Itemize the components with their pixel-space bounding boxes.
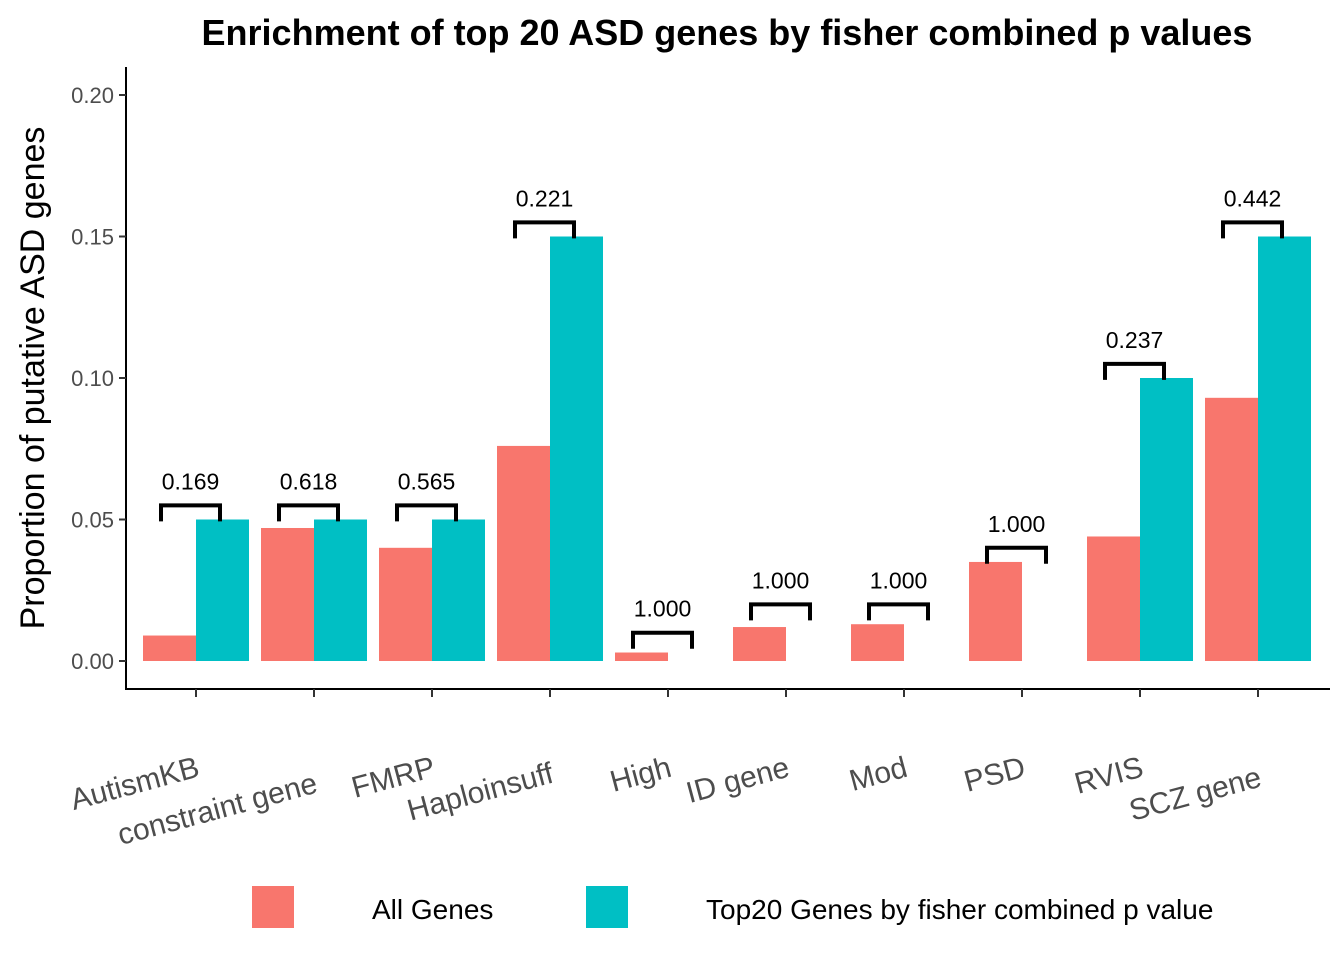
bar-all-genes-mod [851, 624, 904, 661]
bars [143, 236, 1311, 661]
legend-label-all-genes: All Genes [372, 894, 493, 925]
y-ticks: 0.00 0.05 0.10 0.15 0.20 [71, 83, 126, 674]
y-tick-label: 0.00 [71, 649, 114, 674]
pvalue-bracket [277, 503, 340, 522]
y-axis-label: Proportion of putative ASD genes [14, 127, 52, 630]
bar-all-genes-autismkb [143, 635, 196, 661]
pvalue-label: 1.000 [870, 567, 928, 593]
x-tick-label: Mod [846, 751, 911, 798]
bar-all-genes-id-gene [733, 627, 786, 661]
y-tick-label: 0.15 [71, 225, 114, 250]
y-tick-label: 0.10 [71, 366, 114, 391]
pvalue-label: 0.442 [1224, 185, 1282, 211]
pvalue-label: 0.221 [516, 185, 574, 211]
bar-all-genes-psd [969, 561, 1022, 661]
pvalue-label: 1.000 [634, 596, 692, 622]
bar-all-genes-constraint-gene [261, 527, 314, 661]
legend: All Genes Top20 Genes by fisher combined … [252, 886, 1213, 928]
x-tick-label: High [607, 751, 675, 799]
bar-top20-fmrp [432, 519, 485, 661]
bar-top20-haploinsuff [550, 236, 603, 661]
pvalue-bracket [395, 503, 458, 522]
bar-top20-scz-gene [1258, 236, 1311, 661]
pvalue-bracket [749, 602, 812, 621]
pvalue-label: 0.618 [280, 468, 338, 494]
pvalue-bracket [1103, 361, 1166, 380]
x-tick-label: PSD [961, 751, 1029, 799]
pvalue-label: 1.000 [988, 511, 1046, 537]
legend-label-top20: Top20 Genes by fisher combined p value [706, 894, 1213, 925]
bar-top20-rvis [1140, 378, 1193, 661]
pvalue-bracket [1221, 220, 1284, 239]
pvalue-bracket [631, 630, 694, 649]
pvalue-label: 0.237 [1106, 327, 1164, 353]
pvalue-bracket [985, 545, 1048, 564]
legend-swatch-all-genes [252, 886, 294, 928]
pvalue-label: 1.000 [752, 567, 810, 593]
legend-swatch-top20 [586, 886, 628, 928]
pvalue-brackets: 0.169 0.618 0.565 0.221 1.000 1.000 1.000 1.000… [159, 185, 1284, 649]
pvalue-bracket [159, 503, 222, 522]
pvalue-label: 0.169 [162, 468, 220, 494]
bar-all-genes-rvis [1087, 536, 1140, 661]
pvalue-bracket [867, 602, 930, 621]
x-tick-label: SCZ gene [1126, 761, 1265, 828]
bar-all-genes-high [615, 652, 668, 661]
pvalue-label: 0.565 [398, 468, 456, 494]
bar-all-genes-scz-gene [1205, 397, 1258, 661]
y-tick-label: 0.20 [71, 83, 114, 108]
bar-top20-constraint-gene [314, 519, 367, 661]
y-tick-label: 0.05 [71, 508, 114, 533]
x-tick-label: ID gene [683, 751, 793, 810]
bar-all-genes-fmrp [379, 547, 432, 661]
chart-title: Enrichment of top 20 ASD genes by fisher… [202, 12, 1253, 53]
pvalue-bracket [513, 220, 576, 239]
bar-all-genes-haploinsuff [497, 445, 550, 661]
bar-top20-autismkb [196, 519, 249, 661]
